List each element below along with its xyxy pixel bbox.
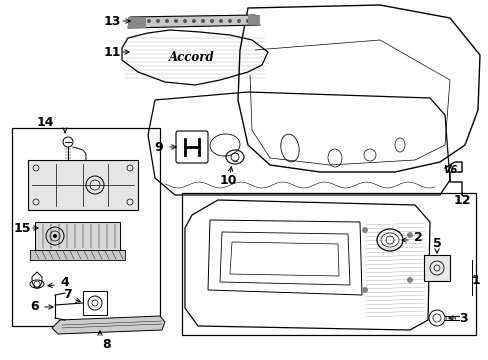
Text: 1: 1 — [470, 274, 479, 287]
Text: Accord: Accord — [169, 50, 214, 63]
Text: 13: 13 — [103, 14, 121, 27]
Text: 8: 8 — [102, 338, 111, 351]
Bar — [12, 128, 160, 326]
Circle shape — [361, 227, 367, 233]
Bar — [423, 255, 449, 281]
Bar — [83, 291, 107, 315]
Text: 14: 14 — [36, 116, 54, 129]
Text: 6: 6 — [31, 301, 39, 314]
Circle shape — [53, 234, 57, 238]
Circle shape — [406, 232, 412, 238]
Bar — [128, 17, 146, 28]
Bar — [28, 160, 138, 210]
Circle shape — [361, 287, 367, 293]
Bar — [81, 160, 91, 167]
Polygon shape — [128, 15, 260, 28]
Circle shape — [227, 19, 231, 23]
Circle shape — [237, 19, 241, 23]
Circle shape — [164, 19, 169, 23]
Text: 11: 11 — [103, 45, 121, 59]
Circle shape — [406, 277, 412, 283]
Circle shape — [245, 19, 249, 23]
Polygon shape — [52, 316, 164, 334]
Text: 10: 10 — [219, 174, 236, 186]
Bar — [30, 250, 125, 260]
Circle shape — [192, 19, 196, 23]
Circle shape — [209, 19, 214, 23]
Bar — [182, 193, 475, 335]
Circle shape — [138, 19, 142, 23]
Text: 5: 5 — [432, 237, 441, 249]
Text: V6: V6 — [442, 165, 456, 175]
Text: 3: 3 — [459, 311, 468, 324]
Text: 2: 2 — [413, 230, 422, 243]
Circle shape — [147, 19, 151, 23]
Circle shape — [156, 19, 160, 23]
Text: 12: 12 — [452, 194, 470, 207]
Text: 9: 9 — [154, 140, 163, 153]
Bar — [35, 222, 120, 250]
Polygon shape — [220, 232, 349, 285]
Text: 7: 7 — [63, 288, 72, 302]
Circle shape — [183, 19, 186, 23]
Circle shape — [201, 19, 204, 23]
Circle shape — [174, 19, 178, 23]
Circle shape — [219, 19, 223, 23]
Text: 4: 4 — [61, 276, 69, 289]
Text: 15: 15 — [13, 221, 31, 234]
Bar — [247, 15, 260, 25]
